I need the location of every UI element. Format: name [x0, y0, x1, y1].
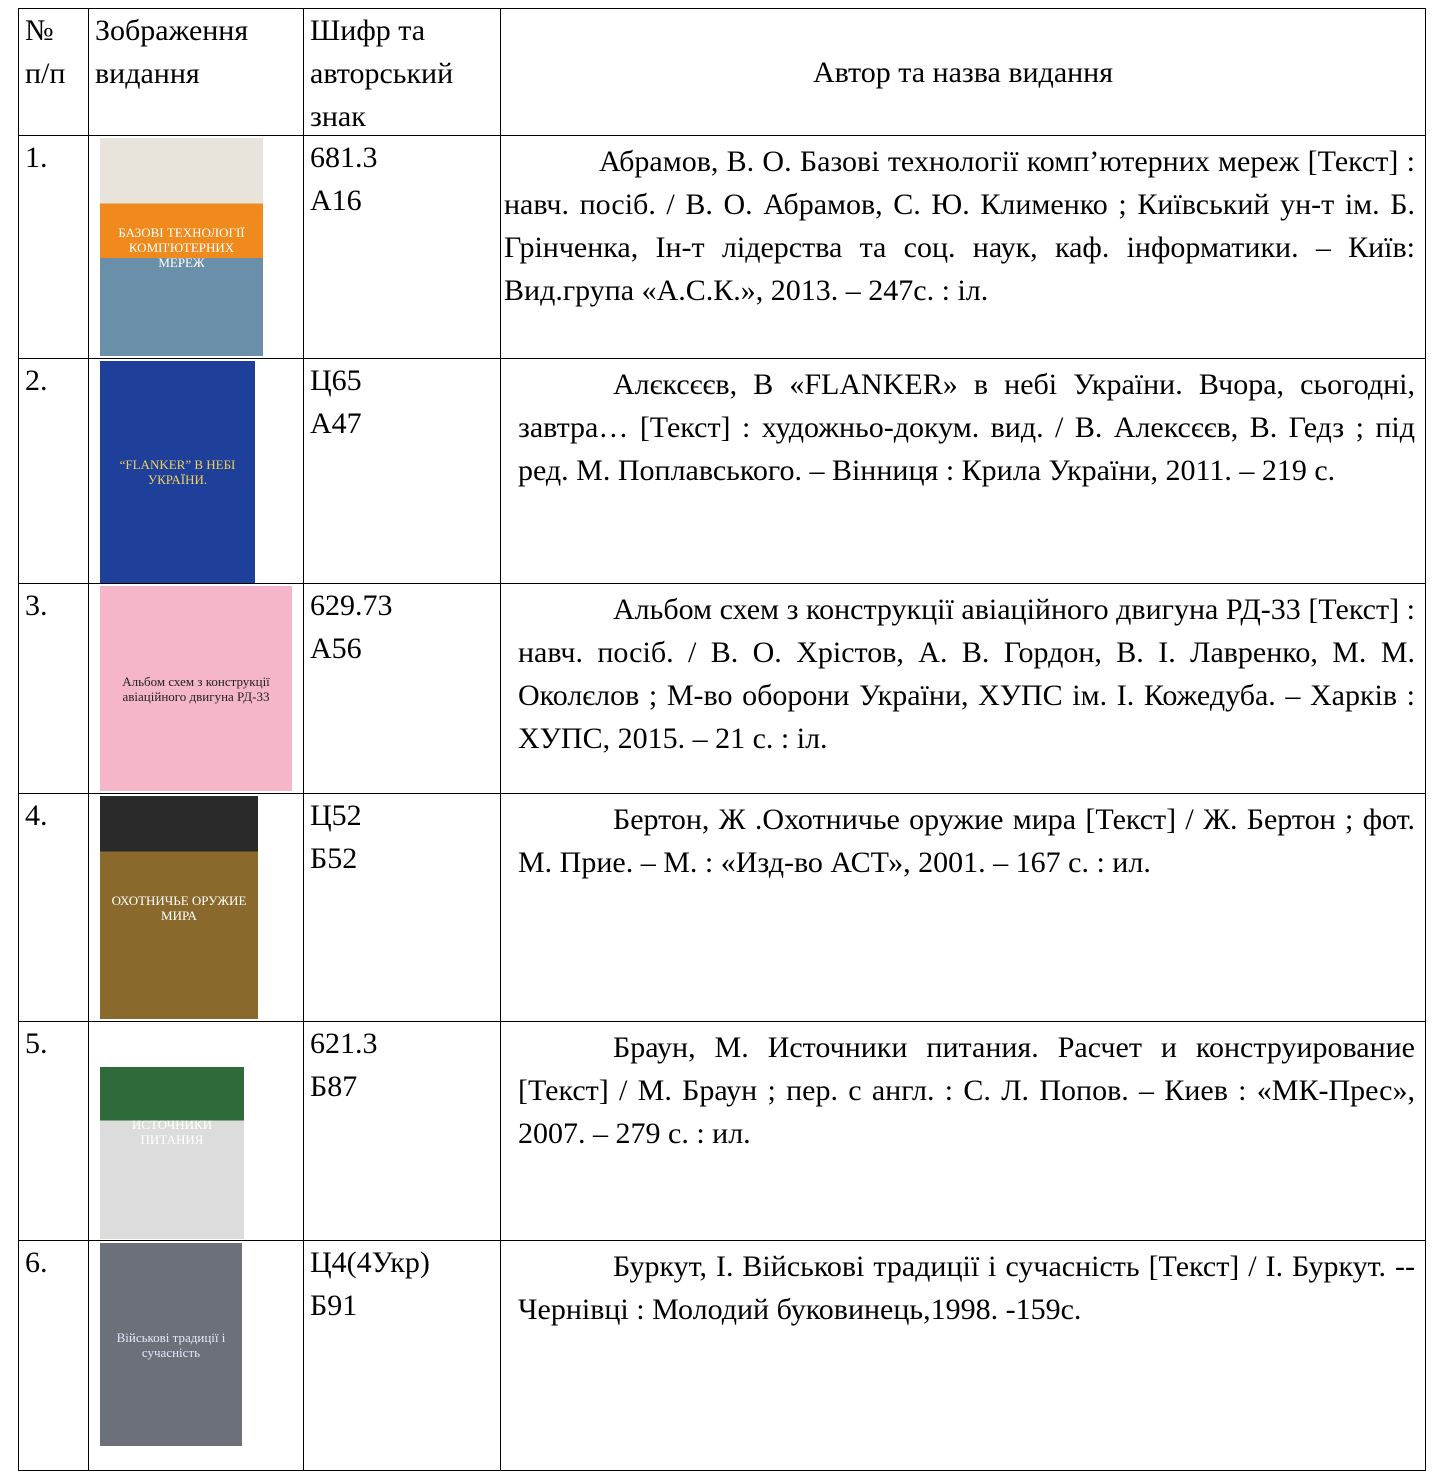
row-number: 6. — [18, 1240, 89, 1471]
description-cell: Алєксєєв, В «FLANKER» в небі України. Вч… — [500, 358, 1426, 584]
code-text: 681.3 — [310, 141, 378, 174]
book-cover: ИСТОЧНИКИ ПИТАНИЯ — [100, 1024, 244, 1239]
cover-cell: ИСТОЧНИКИ ПИТАНИЯ — [88, 1021, 304, 1241]
code-cell: 629.73 А56 — [303, 583, 501, 794]
header-text: авторський — [310, 57, 454, 90]
header-cell: № п/п — [18, 8, 89, 136]
header-text: Зображення — [95, 14, 249, 47]
code-cell: 621.3 Б87 — [303, 1021, 501, 1241]
code-text: Б91 — [310, 1289, 358, 1322]
row-number: 1. — [18, 135, 89, 359]
description-text: Буркут, І. Військові традиції і сучасніс… — [518, 1250, 1415, 1326]
code-text: Б52 — [310, 842, 358, 875]
row-number: 3. — [18, 583, 89, 794]
code-cell: Ц52 Б52 — [303, 793, 501, 1022]
description-cell: Бертон, Ж .Охотничье оружие мира [Текст]… — [500, 793, 1426, 1022]
book-cover: Військові традиції і сучасність — [100, 1243, 242, 1446]
code-cell: Ц65 А47 — [303, 358, 501, 584]
code-cell: Ц4(4Укр) Б91 — [303, 1240, 501, 1471]
header-text: Автор та назва видання — [812, 55, 1114, 89]
code-text: А16 — [310, 184, 362, 217]
cover-cell: ОХОТНИЧЬЕ ОРУЖИЕ МИРА — [88, 793, 304, 1022]
row-number: 2. — [18, 358, 89, 584]
description-cell: Альбом схем з конструкції авіаційного дв… — [500, 583, 1426, 794]
code-text: А47 — [310, 407, 362, 440]
header-text: № — [25, 14, 54, 47]
description-text: Альбом схем з конструкції авіаційного дв… — [518, 593, 1415, 755]
header-text: видання — [95, 57, 200, 90]
cover-cell: БАЗОВІ ТЕХНОЛОГІЇ КОМП'ЮТЕРНИХ МЕРЕЖ — [88, 135, 304, 359]
description-text: Алєксєєв, В «FLANKER» в небі України. Вч… — [518, 368, 1415, 487]
description-text: Абрамов, В. О. Базові технології комп’ют… — [504, 145, 1415, 307]
cover-cell: Військові традиції і сучасність — [88, 1240, 304, 1471]
header-cell: Шифр та авторський знак — [303, 8, 501, 136]
code-text: Ц4(4Укр) — [310, 1246, 430, 1279]
header-text: Шифр та — [310, 14, 426, 47]
header-cell: Зображення видання — [88, 8, 304, 136]
number-text: 2. — [25, 364, 48, 397]
header-text: знак — [310, 100, 366, 133]
book-cover: “FLANKER” В НЕБІ УКРАЇНИ. — [100, 361, 255, 583]
code-cell: 681.3 А16 — [303, 135, 501, 359]
code-text: А56 — [310, 632, 362, 665]
number-text: 4. — [25, 799, 48, 832]
number-text: 5. — [25, 1027, 48, 1060]
book-cover: Альбом схем з конструкції авіаційного дв… — [100, 586, 292, 791]
header-cell: Автор та назва видання — [500, 8, 1426, 136]
code-text: Ц65 — [310, 364, 362, 397]
code-text: Ц52 — [310, 799, 362, 832]
cover-cell: Альбом схем з конструкції авіаційного дв… — [88, 583, 304, 794]
number-text: 3. — [25, 589, 48, 622]
description-text: Браун, М. Источники питания. Расчет и ко… — [518, 1031, 1415, 1150]
header-text: п/п — [25, 57, 66, 90]
row-number: 5. — [18, 1021, 89, 1241]
book-cover: БАЗОВІ ТЕХНОЛОГІЇ КОМП'ЮТЕРНИХ МЕРЕЖ — [100, 138, 263, 356]
code-text: Б87 — [310, 1070, 358, 1103]
description-cell: Абрамов, В. О. Базові технології комп’ют… — [500, 135, 1426, 359]
number-text: 1. — [25, 141, 48, 174]
cover-cell: “FLANKER” В НЕБІ УКРАЇНИ. — [88, 358, 304, 584]
row-number: 4. — [18, 793, 89, 1022]
code-text: 621.3 — [310, 1027, 378, 1060]
description-cell: Браун, М. Источники питания. Расчет и ко… — [500, 1021, 1426, 1241]
code-text: 629.73 — [310, 589, 393, 622]
book-cover: ОХОТНИЧЬЕ ОРУЖИЕ МИРА — [100, 796, 258, 1019]
number-text: 6. — [25, 1246, 48, 1279]
description-cell: Буркут, І. Військові традиції і сучасніс… — [500, 1240, 1426, 1471]
description-text: Бертон, Ж .Охотничье оружие мира [Текст]… — [518, 803, 1415, 879]
